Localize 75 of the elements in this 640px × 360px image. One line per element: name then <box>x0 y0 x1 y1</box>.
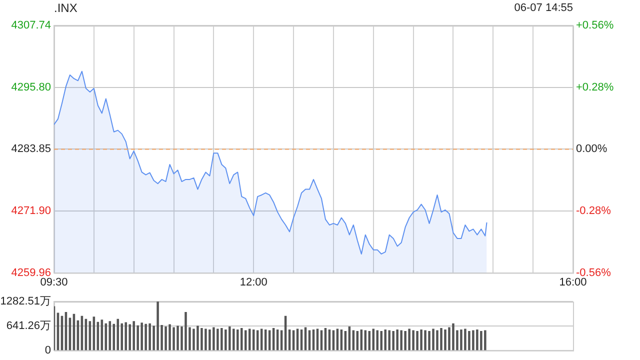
bar <box>376 330 379 350</box>
bar <box>244 330 247 350</box>
chart-subtitle: 06-07 14:55 <box>514 1 573 16</box>
bar <box>484 330 486 350</box>
bar <box>448 327 450 350</box>
bar <box>384 330 386 350</box>
bar <box>436 330 438 350</box>
bar <box>476 330 478 350</box>
bar <box>480 331 482 350</box>
bar <box>176 326 179 350</box>
bar <box>208 330 211 350</box>
bar <box>124 322 127 350</box>
bar <box>444 330 446 350</box>
bar <box>220 328 223 350</box>
bar <box>424 330 426 350</box>
bar <box>132 321 135 350</box>
bar <box>168 324 171 350</box>
bar <box>380 331 382 350</box>
bar <box>172 327 175 350</box>
y-tick-label: 0 <box>44 344 51 356</box>
y-tick-label: 641.26万 <box>6 320 51 332</box>
bar <box>140 322 143 350</box>
bar <box>156 302 159 350</box>
bar <box>148 323 151 350</box>
x-tick-label: 16:00 <box>559 276 587 288</box>
bar <box>460 330 462 350</box>
bar <box>136 325 139 350</box>
bar <box>236 330 239 350</box>
bar <box>408 328 410 350</box>
bar <box>452 323 454 350</box>
y-tick-label: 4283.85 <box>11 143 51 156</box>
bar <box>432 328 434 350</box>
y-tick-label: 4295.80 <box>11 81 51 94</box>
bar <box>464 328 466 350</box>
bar <box>420 330 422 350</box>
bar <box>472 330 474 350</box>
bar <box>392 331 394 350</box>
y-tick-label: 1282.51万 <box>0 296 51 308</box>
bar <box>404 331 406 350</box>
bar <box>128 324 131 350</box>
bar <box>144 324 147 350</box>
bar <box>224 330 227 350</box>
bar <box>196 326 199 350</box>
y2-tick-label: +0.56% <box>576 20 614 32</box>
bar <box>412 330 414 350</box>
bar <box>232 328 235 350</box>
y2-tick-label: -0.56% <box>576 266 612 279</box>
chart-title: .INX <box>54 0 78 16</box>
bar <box>400 330 402 350</box>
bar <box>164 326 167 350</box>
bar <box>204 328 207 350</box>
bar <box>212 327 215 350</box>
y2-tick-label: 0.00% <box>576 143 608 156</box>
y2-tick-label: +0.28% <box>576 81 614 94</box>
x-tick-label: 09:30 <box>40 276 68 288</box>
y-tick-label: 4271.90 <box>11 205 51 218</box>
bar <box>248 328 251 350</box>
bar <box>388 330 390 350</box>
bar <box>240 328 243 350</box>
bar <box>428 331 430 350</box>
bar <box>228 326 231 350</box>
bar <box>440 328 442 350</box>
bar <box>120 323 123 350</box>
bar <box>192 328 195 350</box>
bar <box>468 331 470 350</box>
x-tick-label: 12:00 <box>240 276 268 288</box>
y2-tick-label: -0.28% <box>576 205 612 218</box>
bar <box>396 330 398 350</box>
y-tick-label: 4307.74 <box>11 20 51 32</box>
bar <box>184 312 187 350</box>
y-tick-label: 4259.96 <box>11 266 51 279</box>
bar <box>116 318 120 350</box>
bar <box>200 328 203 350</box>
bar <box>416 331 418 350</box>
bar <box>216 328 219 350</box>
